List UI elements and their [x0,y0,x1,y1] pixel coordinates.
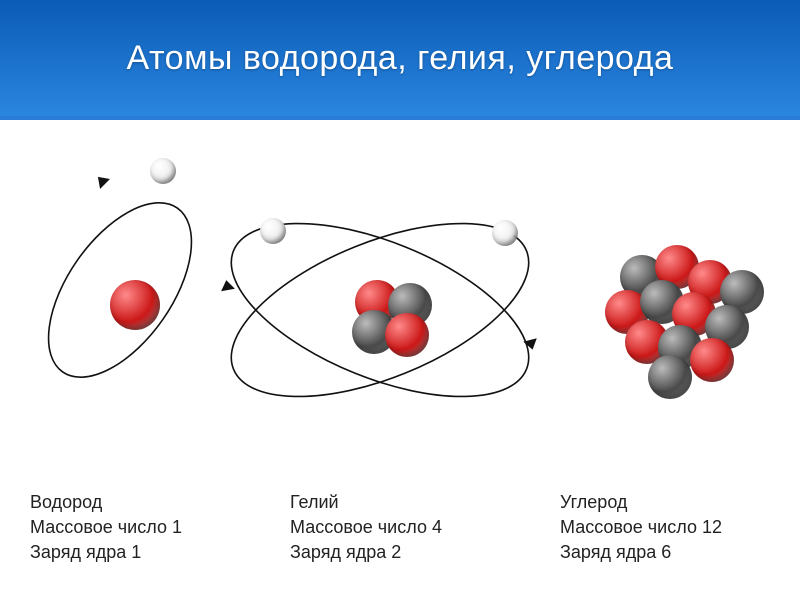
caption-hydrogen: Водород Массовое число 1 Заряд ядра 1 [30,490,182,566]
hydrogen-electron-0 [150,158,176,184]
helium-mass: Массовое число 4 [290,515,442,540]
hydrogen-charge: Заряд ядра 1 [30,540,182,565]
hydrogen-nucleon-0 [110,280,160,330]
helium-electron-1 [492,220,518,246]
slide-title: Атомы водорода, гелия, углерода [127,39,674,78]
carbon-name: Углерод [560,490,722,515]
carbon-nucleon-11 [648,355,692,399]
diagram-area [0,120,800,480]
helium-name: Гелий [290,490,442,515]
carbon-mass: Массовое число 12 [560,515,722,540]
helium-charge: Заряд ядра 2 [290,540,442,565]
hydrogen-mass: Массовое число 1 [30,515,182,540]
caption-helium: Гелий Массовое число 4 Заряд ядра 2 [290,490,442,566]
slide: Атомы водорода, гелия, углерода Водород … [0,0,800,600]
carbon-charge: Заряд ядра 6 [560,540,722,565]
helium-electron-0 [260,218,286,244]
slide-header: Атомы водорода, гелия, углерода [0,0,800,120]
caption-carbon: Углерод Массовое число 12 Заряд ядра 6 [560,490,722,566]
helium-nucleon-3 [385,313,429,357]
carbon-nucleon-10 [690,338,734,382]
hydrogen-name: Водород [30,490,182,515]
